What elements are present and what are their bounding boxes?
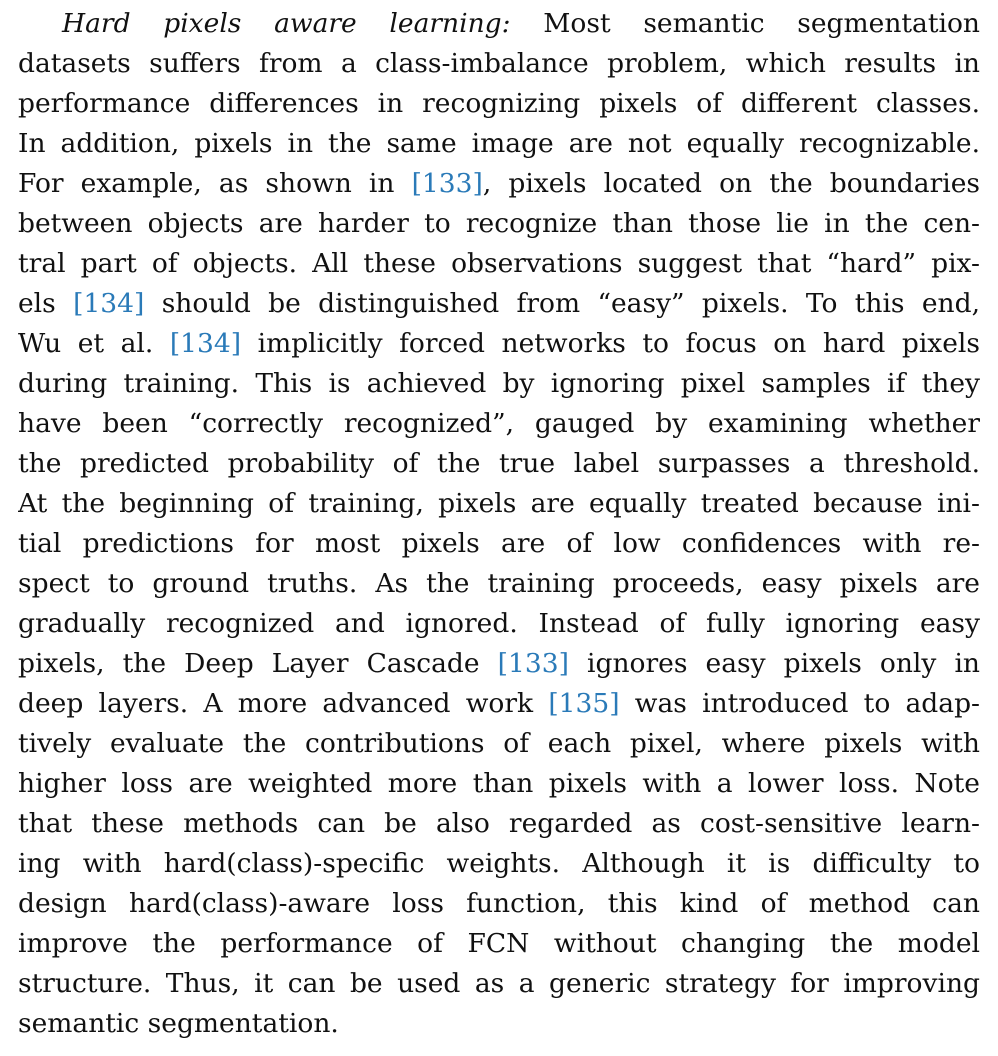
text-line: gradually recognized and ignored. Instea… [18, 604, 980, 644]
text-line: Wu et al. [134] implicitly forced networ… [18, 324, 980, 364]
paper-page: Hard pixels aware learning: Most semanti… [18, 4, 980, 1044]
text-line: during training. This is achieved by ign… [18, 364, 980, 404]
text-line: design hard(class)-aware loss function, … [18, 884, 980, 924]
text-line: higher loss are weighted more than pixel… [18, 764, 980, 804]
text-segment: during training. This is achieved by ign… [18, 368, 980, 399]
text-segment: design hard(class)-aware loss function, … [18, 888, 980, 919]
text-segment: els [18, 288, 74, 319]
text-segment: ing with hard(class)-specific weights. A… [18, 848, 980, 879]
text-segment: gradually recognized and ignored. Instea… [18, 608, 980, 639]
text-line: spect to ground truths. As the training … [18, 564, 980, 604]
text-line: Hard pixels aware learning: Most semanti… [18, 4, 980, 44]
text-segment: that these methods can be also regarded … [18, 808, 980, 839]
paragraph-heading: Hard pixels aware learning: [62, 8, 511, 39]
text-segment: , pixels located on the boundaries [482, 168, 980, 199]
text-line: have been “correctly recognized”, gauged… [18, 404, 980, 444]
text-line: datasets suffers from a class-imbalance … [18, 44, 980, 84]
text-segment: ignores easy pixels only in [568, 648, 980, 679]
text-line: At the beginning of training, pixels are… [18, 484, 980, 524]
text-segment: deep layers. A more advanced work [18, 688, 549, 719]
text-segment: higher loss are weighted more than pixel… [18, 768, 980, 799]
text-line: pixels, the Deep Layer Cascade [133] ign… [18, 644, 980, 684]
text-segment: Wu et al. [18, 328, 170, 359]
citation-link[interactable]: [134] [73, 288, 145, 319]
citation-link[interactable]: [134] [169, 328, 242, 359]
text-segment: between objects are harder to recognize … [18, 208, 980, 239]
text-line: between objects are harder to recognize … [18, 204, 980, 244]
text-segment: the predicted probability of the true la… [18, 448, 980, 479]
text-line: that these methods can be also regarded … [18, 804, 980, 844]
text-segment: spect to ground truths. As the training … [18, 568, 980, 599]
text-segment: structure. Thus, it can be used as a gen… [18, 968, 980, 999]
text-line: improve the performance of FCN without c… [18, 924, 980, 964]
text-line: tial predictions for most pixels are of … [18, 524, 980, 564]
text-line: For example, as shown in [133], pixels l… [18, 164, 980, 204]
text-line: structure. Thus, it can be used as a gen… [18, 964, 980, 1004]
text-segment: In addition, pixels in the same image ar… [18, 128, 980, 159]
text-line: the predicted probability of the true la… [18, 444, 980, 484]
text-line: semantic segmentation. [18, 1004, 980, 1044]
text-line: deep layers. A more advanced work [135] … [18, 684, 980, 724]
citation-link[interactable]: [135] [548, 688, 620, 719]
text-line: tral part of objects. All these observat… [18, 244, 980, 284]
text-segment: tial predictions for most pixels are of … [18, 528, 980, 559]
text-segment: improve the performance of FCN without c… [18, 928, 980, 959]
text-line: performance differences in recognizing p… [18, 84, 980, 124]
text-segment: Most semantic segmentation [510, 8, 980, 39]
text-segment: implicitly forced networks to focus on h… [241, 328, 980, 359]
text-line: ing with hard(class)-specific weights. A… [18, 844, 980, 884]
text-segment: tral part of objects. All these observat… [18, 248, 980, 279]
text-line: In addition, pixels in the same image ar… [18, 124, 980, 164]
text-segment: performance differences in recognizing p… [18, 88, 980, 119]
text-segment: tively evaluate the contributions of eac… [18, 728, 980, 759]
text-segment: For example, as shown in [18, 168, 412, 199]
text-segment: At the beginning of training, pixels are… [18, 488, 980, 519]
citation-link[interactable]: [133] [497, 648, 569, 679]
text-segment: have been “correctly recognized”, gauged… [18, 408, 980, 439]
text-segment: pixels, the Deep Layer Cascade [18, 648, 498, 679]
text-segment: datasets suffers from a class-imbalance … [18, 48, 980, 79]
citation-link[interactable]: [133] [411, 168, 483, 199]
text-segment: was introduced to adap- [619, 688, 980, 719]
text-line: els [134] should be distinguished from “… [18, 284, 980, 324]
hard-pixels-paragraph: Hard pixels aware learning: Most semanti… [18, 4, 980, 1044]
text-segment: semantic segmentation. [18, 1008, 339, 1039]
text-segment: should be distinguished from “easy” pixe… [144, 288, 980, 319]
text-line: tively evaluate the contributions of eac… [18, 724, 980, 764]
